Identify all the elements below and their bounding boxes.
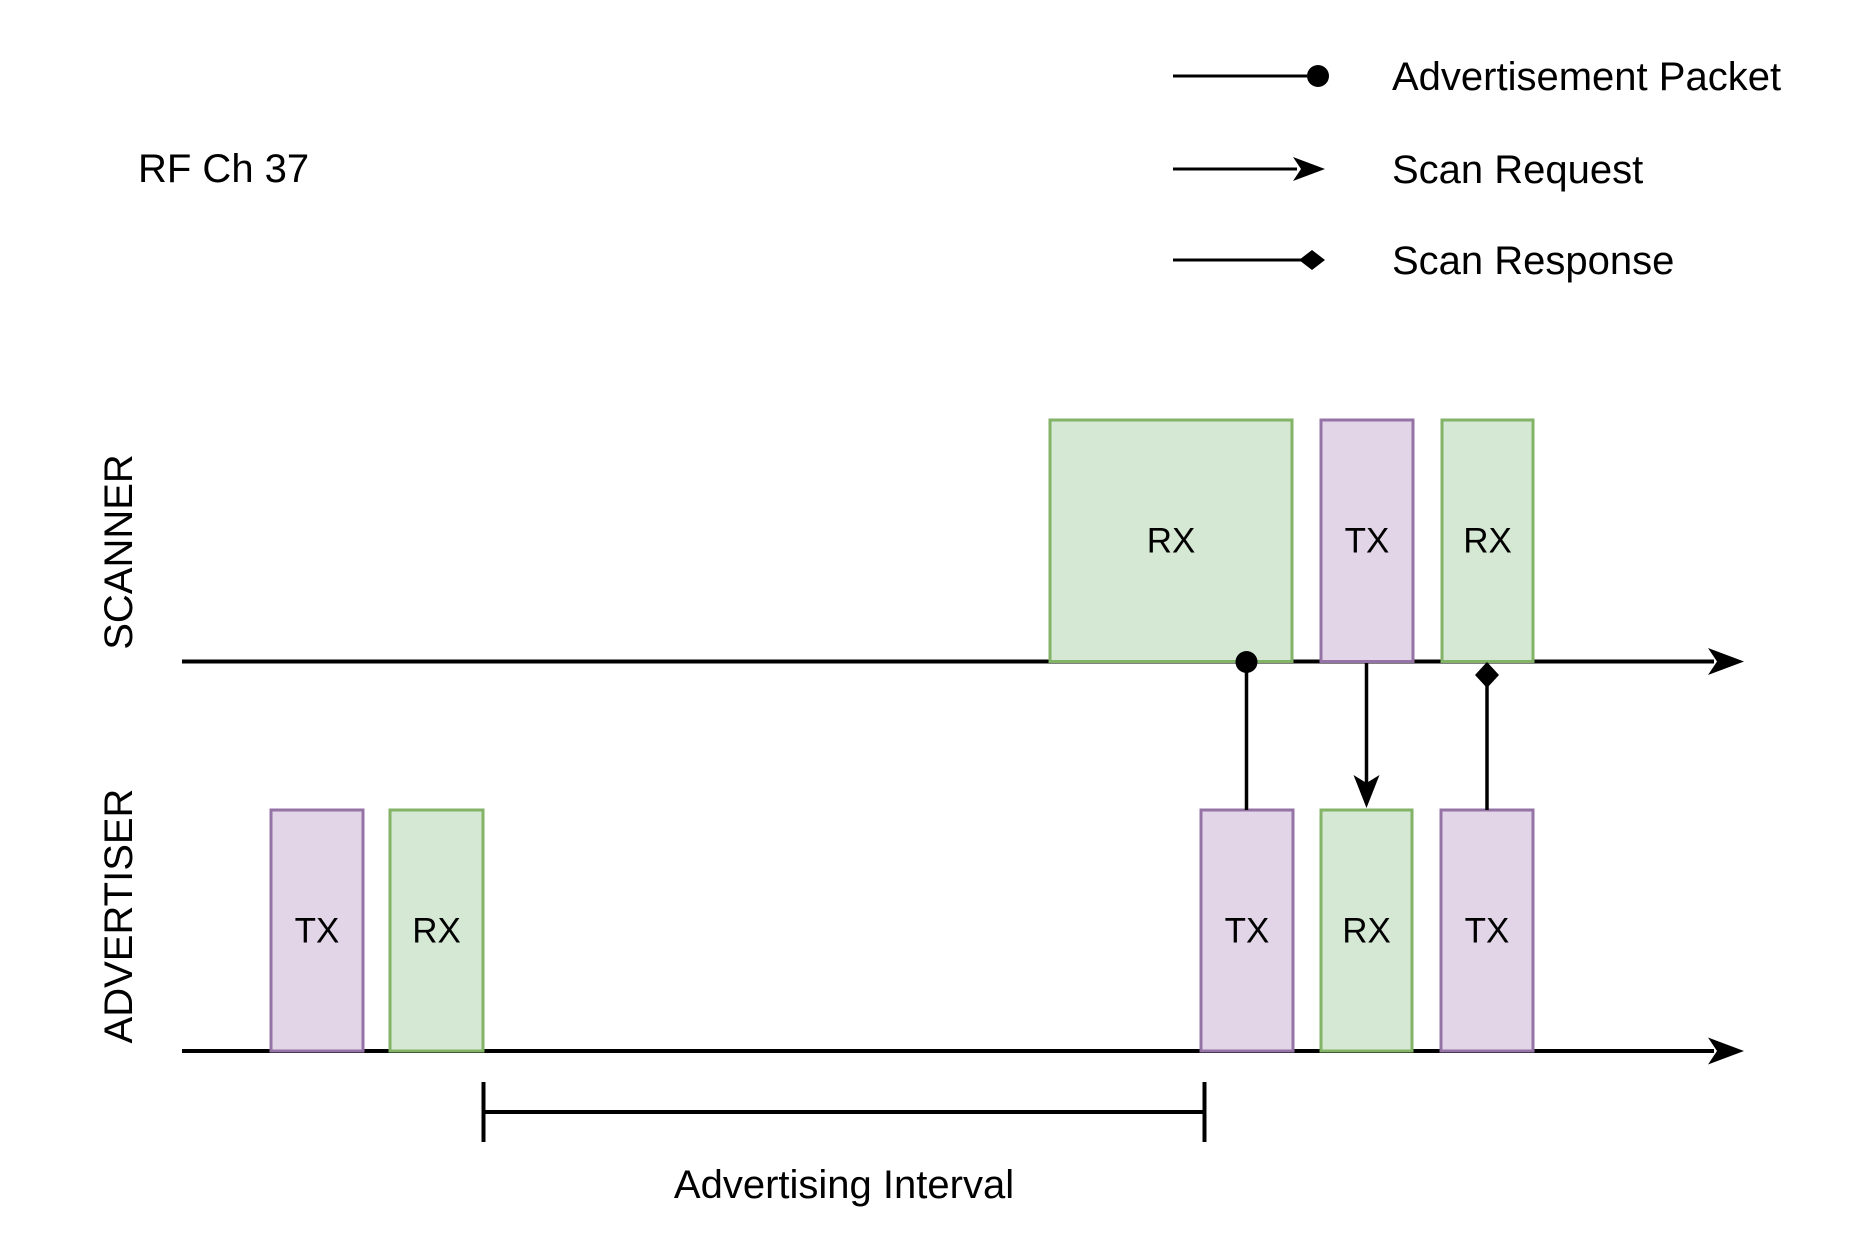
legend: Advertisement Packet Scan Request Scan R… xyxy=(1173,55,1781,283)
advertiser-tx1-label: TX xyxy=(295,911,340,950)
advertiser-tx2-block xyxy=(1199,808,1295,1053)
scanner-lane: SCANNER RX TX RX xyxy=(97,418,1744,675)
advertisement-packet-circle-icon xyxy=(1235,651,1258,673)
advertiser-tx3-block xyxy=(1439,808,1535,1053)
scan-request-connector xyxy=(1353,663,1380,808)
legend-label-scan-request: Scan Request xyxy=(1392,148,1643,192)
advertiser-tx2-label: TX xyxy=(1225,911,1270,950)
legend-item-scan-response: Scan Response xyxy=(1173,239,1674,283)
rf-channel-label: RF Ch 37 xyxy=(138,147,309,191)
advertisement-packet-circle-icon xyxy=(1307,65,1329,87)
connectors xyxy=(1235,651,1499,810)
advertising-interval-bracket: Advertising Interval xyxy=(481,1082,1207,1207)
scanner-lane-label: SCANNER xyxy=(97,454,141,650)
scanner-rx2-block xyxy=(1440,418,1535,663)
scan-request-arrowhead-icon xyxy=(1353,775,1380,808)
legend-label-advertisement-packet: Advertisement Packet xyxy=(1392,55,1781,99)
legend-item-advertisement-packet: Advertisement Packet xyxy=(1173,55,1781,99)
advertiser-rx2-block xyxy=(1319,808,1414,1053)
advertiser-rx1-block xyxy=(388,808,485,1053)
legend-label-scan-response: Scan Response xyxy=(1392,239,1674,283)
advertiser-tx1-block xyxy=(269,808,365,1053)
scanner-rx-label: RX xyxy=(1147,521,1196,560)
advertiser-timeline-arrowhead-icon xyxy=(1708,1037,1744,1065)
scanner-rx2-label: RX xyxy=(1463,521,1512,560)
advertiser-tx3-label: TX xyxy=(1465,911,1510,950)
scan-response-connector xyxy=(1475,662,1499,810)
advertising-interval-label: Advertising Interval xyxy=(674,1163,1014,1207)
scanner-timeline-arrowhead-icon xyxy=(1708,648,1744,675)
advertiser-rx2-label: RX xyxy=(1342,911,1391,950)
scan-response-diamond-icon xyxy=(1475,662,1499,688)
scanner-rx-block xyxy=(1048,418,1294,663)
scanner-tx-label: TX xyxy=(1345,521,1390,560)
legend-item-scan-request: Scan Request xyxy=(1173,148,1643,192)
scanner-tx-block xyxy=(1319,418,1415,663)
scan-request-arrow-icon xyxy=(1293,157,1325,181)
advertisement-packet-connector xyxy=(1235,651,1258,810)
scan-response-diamond-icon xyxy=(1299,250,1325,270)
advertiser-rx1-label: RX xyxy=(412,911,461,950)
advertiser-lane: ADVERTISER TX RX TX RX TX xyxy=(97,789,1744,1065)
advertiser-lane-label: ADVERTISER xyxy=(97,789,141,1044)
